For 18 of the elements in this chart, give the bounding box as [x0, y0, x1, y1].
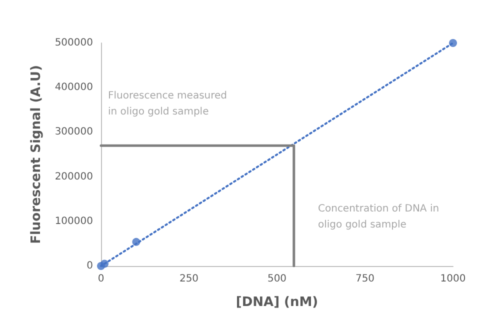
point — [449, 39, 457, 47]
x-tick-label: 500 — [267, 274, 287, 284]
y-axis-title: Fluorescent Signal (A.U) — [29, 65, 44, 244]
x-axis-title: [DNA] (nM) — [236, 295, 318, 310]
y-tick-label: 200000 — [54, 171, 93, 182]
x-tick-label: 750 — [355, 274, 375, 284]
x-tick-label: 250 — [179, 274, 199, 284]
point — [100, 260, 109, 268]
x-tick-label: 1000 — [440, 274, 466, 284]
annotation: Concentration of DNA in oligo gold sample — [318, 204, 440, 230]
annotation: Fluorescence measured in oligo gold sample — [108, 90, 228, 118]
y-tick-label: 400000 — [54, 82, 93, 94]
y-tick-label: 300000 — [54, 126, 93, 138]
y-tick-label: 0 — [86, 260, 93, 272]
y-tick-label: 500000 — [54, 38, 93, 48]
x-tick-label: 0 — [98, 274, 104, 284]
y-tick-label: 100000 — [54, 216, 93, 227]
point — [132, 238, 140, 246]
